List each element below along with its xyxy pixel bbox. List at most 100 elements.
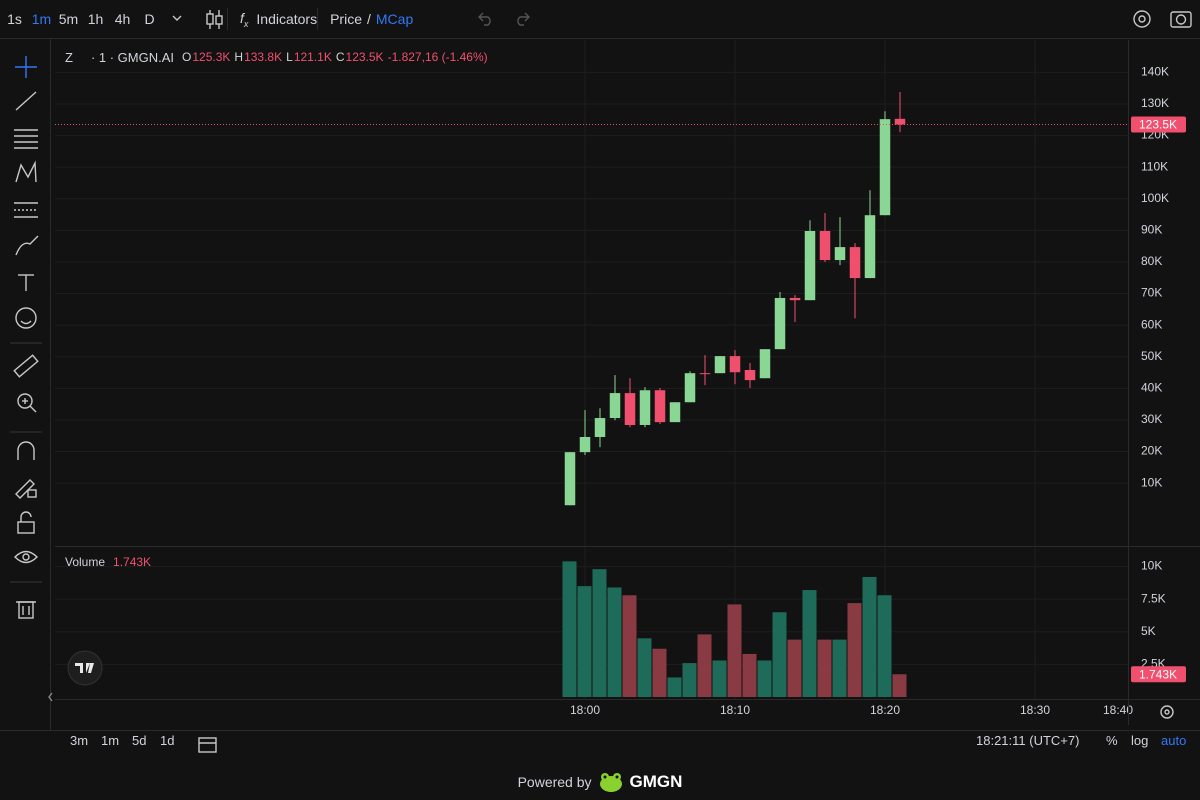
candle-body [669, 402, 681, 423]
candle-body [759, 349, 771, 379]
powered-by: Powered by [517, 774, 592, 790]
mcap-button[interactable]: MCap [375, 11, 414, 27]
drawing-toolbar [10, 56, 42, 619]
separator-text: / [367, 11, 371, 27]
pattern-tool[interactable] [15, 160, 37, 183]
axis-settings-button[interactable] [1160, 705, 1174, 719]
ohlc: O 125.3K H 133.8K L 121.1K C 123.5K [182, 50, 384, 65]
volume-tag-bg [1131, 666, 1186, 683]
lock-drawing-tool[interactable] [15, 479, 37, 499]
fx-icon: fx [240, 9, 249, 29]
emoji-tool[interactable] [15, 307, 37, 329]
top-icons [48, 10, 1192, 753]
bottom-toolbar: 3m 1m 5d 1d 18:21:11 (UTC+7) % log auto [0, 733, 1200, 757]
candle-body [729, 356, 741, 373]
candle-body [609, 393, 621, 419]
trendline-tool[interactable] [15, 91, 37, 111]
range-button[interactable]: 1d [160, 733, 175, 748]
x-tick-label: 18:20 [870, 703, 900, 717]
time-settings-button[interactable] [198, 737, 217, 753]
candle-body [879, 119, 891, 216]
ohlc-prefix: H [234, 50, 244, 64]
price-tag: 123.5K [1139, 118, 1177, 132]
text-tool[interactable] [18, 274, 34, 291]
candle-body [714, 356, 726, 374]
volume-bar [817, 639, 832, 697]
volume-bar [712, 660, 727, 697]
separator [227, 8, 228, 30]
log-button[interactable]: log [1131, 733, 1149, 748]
volume-tick-label: 10K [1141, 559, 1162, 573]
volume-bar [607, 587, 622, 697]
y-tick-label: 60K [1141, 317, 1162, 331]
y-tick-label: 130K [1141, 96, 1169, 110]
more-intervals-button[interactable] [172, 15, 182, 21]
delete-tool[interactable] [16, 601, 36, 619]
volume-bar [892, 674, 907, 697]
x-tick-label: 18:10 [720, 703, 750, 717]
interval-button[interactable]: 5m [58, 11, 79, 27]
fib-tool[interactable] [14, 129, 38, 149]
volume-bar [637, 638, 652, 697]
visibility-tool[interactable] [14, 550, 38, 564]
brush-tool[interactable] [15, 235, 39, 256]
volume-bar [877, 595, 892, 697]
y-tick-label: 70K [1141, 286, 1162, 300]
y-tick-label: 10K [1141, 475, 1162, 489]
brand-logo [599, 773, 622, 792]
zoom-tool[interactable] [17, 393, 37, 413]
volume-bar [727, 604, 742, 697]
volume-bar [802, 590, 817, 697]
candle-body [699, 373, 711, 375]
volume-bar [847, 603, 862, 697]
snapshot-button[interactable] [1170, 11, 1192, 28]
redo-button[interactable] [517, 12, 530, 26]
y-tick-label: 80K [1141, 254, 1162, 268]
symbol-subtitle: · 1 · GMGN.AI [90, 50, 175, 65]
range-button[interactable]: 1m [101, 733, 120, 748]
x-tick-label: 18:40 [1103, 703, 1133, 717]
clock: 18:21:11 (UTC+7) [976, 733, 1080, 748]
range-button[interactable]: 3m [70, 733, 89, 748]
symbol: Z [65, 50, 73, 65]
undo-button[interactable] [478, 12, 491, 26]
interval-button[interactable]: D [144, 11, 155, 27]
volume-bar [652, 648, 667, 697]
legend: Z · 1 · GMGN.AI O 125.3K H 133.8K L 121.1K C 12… [65, 50, 488, 65]
ruler-tool[interactable] [13, 354, 39, 378]
interval-button[interactable]: 4h [114, 11, 131, 27]
y-tick-label: 40K [1141, 381, 1162, 395]
volume-bar [682, 663, 697, 697]
candle-body [864, 215, 876, 279]
interval-button[interactable]: 1s [7, 11, 22, 27]
range-button[interactable]: 5d [132, 733, 147, 748]
volume-bar [577, 586, 592, 697]
interval-button[interactable]: 1m [31, 11, 52, 27]
grid [55, 40, 1128, 699]
y-tick-label: 140K [1141, 65, 1169, 79]
y-tick-label: 50K [1141, 349, 1162, 363]
percent-button[interactable]: % [1106, 733, 1118, 748]
forecast-tool[interactable] [14, 202, 38, 218]
auto-button[interactable]: auto [1161, 733, 1187, 748]
crosshair-tool[interactable] [15, 56, 37, 78]
ohlc-value: 125.3K [192, 50, 231, 64]
volume-bar [787, 639, 802, 697]
candle-body [744, 370, 756, 381]
settings-button[interactable] [1133, 10, 1151, 28]
x-tick-label: 18:00 [570, 703, 600, 717]
volume-tick-label: 5K [1141, 624, 1156, 638]
lock-tool[interactable] [17, 511, 35, 534]
magnet-tool[interactable] [17, 441, 35, 460]
price-button[interactable]: Price [330, 11, 362, 27]
x-tick-label: 18:30 [1020, 703, 1050, 717]
candle-body [774, 297, 786, 350]
indicators-button[interactable]: Indicators [256, 11, 318, 27]
candle-body [789, 297, 801, 301]
interval-button[interactable]: 1h [87, 11, 104, 27]
y-tick-label: 100K [1141, 191, 1169, 205]
collapse-button[interactable] [48, 692, 53, 702]
candle-type-button[interactable] [206, 10, 223, 29]
volume-legend: Volume 1.743K [65, 555, 151, 569]
